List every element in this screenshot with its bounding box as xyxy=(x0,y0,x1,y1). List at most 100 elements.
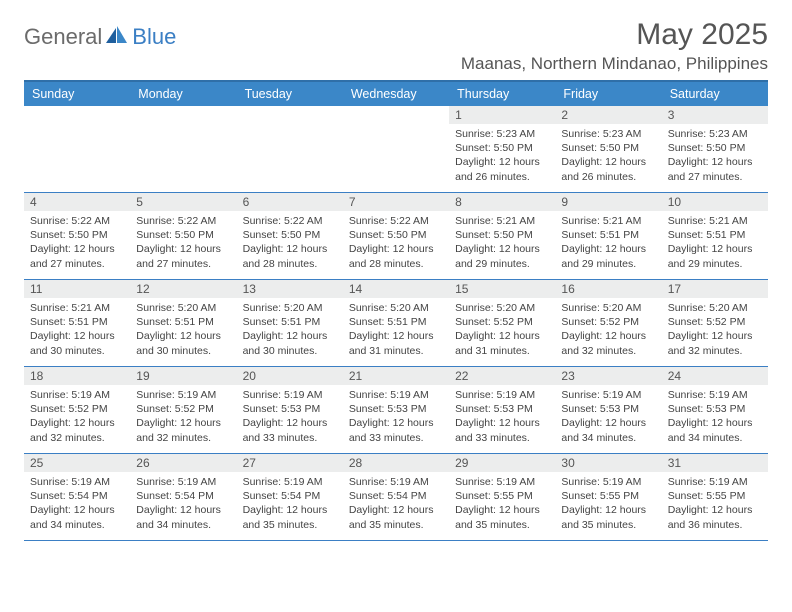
day-cell: 19Sunrise: 5:19 AMSunset: 5:52 PMDayligh… xyxy=(130,367,236,453)
sunset-text: Sunset: 5:55 PM xyxy=(668,489,762,503)
day-cell: 20Sunrise: 5:19 AMSunset: 5:53 PMDayligh… xyxy=(237,367,343,453)
sunset-text: Sunset: 5:52 PM xyxy=(136,402,230,416)
day-number: 7 xyxy=(343,193,449,211)
day-number: 8 xyxy=(449,193,555,211)
day-detail: Sunrise: 5:21 AMSunset: 5:51 PMDaylight:… xyxy=(662,211,768,275)
day-number: 10 xyxy=(662,193,768,211)
dayname-cell: Monday xyxy=(130,82,236,106)
sunset-text: Sunset: 5:50 PM xyxy=(30,228,124,242)
daylight-text: Daylight: 12 hours and 35 minutes. xyxy=(349,503,443,531)
day-cell: 5Sunrise: 5:22 AMSunset: 5:50 PMDaylight… xyxy=(130,193,236,279)
sunrise-text: Sunrise: 5:23 AM xyxy=(455,127,549,141)
day-number: 24 xyxy=(662,367,768,385)
day-detail: Sunrise: 5:20 AMSunset: 5:52 PMDaylight:… xyxy=(555,298,661,362)
daylight-text: Daylight: 12 hours and 32 minutes. xyxy=(561,329,655,357)
daylight-text: Daylight: 12 hours and 28 minutes. xyxy=(243,242,337,270)
day-detail: Sunrise: 5:19 AMSunset: 5:53 PMDaylight:… xyxy=(555,385,661,449)
sunrise-text: Sunrise: 5:19 AM xyxy=(561,475,655,489)
day-number: 27 xyxy=(237,454,343,472)
day-detail: Sunrise: 5:23 AMSunset: 5:50 PMDaylight:… xyxy=(662,124,768,188)
day-cell: 8Sunrise: 5:21 AMSunset: 5:50 PMDaylight… xyxy=(449,193,555,279)
day-cell: 11 Sunrise: 5:21 AMSunset: 5:51 PMDayligh… xyxy=(24,280,130,366)
day-cell: 25Sunrise: 5:19 AMSunset: 5:54 PMDayligh… xyxy=(24,454,130,540)
sunrise-text: Sunrise: 5:19 AM xyxy=(243,475,337,489)
daylight-text: Daylight: 12 hours and 30 minutes. xyxy=(136,329,230,357)
day-detail: Sunrise: 5:19 AMSunset: 5:54 PMDaylight:… xyxy=(24,472,130,536)
daylight-text: Daylight: 12 hours and 35 minutes. xyxy=(561,503,655,531)
day-number: 23 xyxy=(555,367,661,385)
day-detail: Sunrise: 5:23 AMSunset: 5:50 PMDaylight:… xyxy=(555,124,661,188)
day-detail: Sunrise: 5:21 AMSunset: 5:50 PMDaylight:… xyxy=(449,211,555,275)
day-cell: 15Sunrise: 5:20 AMSunset: 5:52 PMDayligh… xyxy=(449,280,555,366)
sunrise-text: Sunrise: 5:19 AM xyxy=(30,388,124,402)
daylight-text: Daylight: 12 hours and 27 minutes. xyxy=(668,155,762,183)
day-detail: Sunrise: 5:19 AMSunset: 5:53 PMDaylight:… xyxy=(343,385,449,449)
daylight-text: Daylight: 12 hours and 31 minutes. xyxy=(455,329,549,357)
title-block: May 2025 Maanas, Northern Mindanao, Phil… xyxy=(461,18,768,74)
day-cell: . xyxy=(237,106,343,192)
day-detail: Sunrise: 5:22 AMSunset: 5:50 PMDaylight:… xyxy=(343,211,449,275)
day-number: 21 xyxy=(343,367,449,385)
sunset-text: Sunset: 5:53 PM xyxy=(561,402,655,416)
day-cell: 4Sunrise: 5:22 AMSunset: 5:50 PMDaylight… xyxy=(24,193,130,279)
day-cell: 6Sunrise: 5:22 AMSunset: 5:50 PMDaylight… xyxy=(237,193,343,279)
sunrise-text: Sunrise: 5:23 AM xyxy=(668,127,762,141)
daylight-text: Daylight: 12 hours and 32 minutes. xyxy=(30,416,124,444)
dayname-row: SundayMondayTuesdayWednesdayThursdayFrid… xyxy=(24,82,768,106)
day-cell: 30Sunrise: 5:19 AMSunset: 5:55 PMDayligh… xyxy=(555,454,661,540)
sunrise-text: Sunrise: 5:20 AM xyxy=(136,301,230,315)
daylight-text: Daylight: 12 hours and 31 minutes. xyxy=(349,329,443,357)
sunset-text: Sunset: 5:50 PM xyxy=(349,228,443,242)
sunrise-text: Sunrise: 5:21 AM xyxy=(561,214,655,228)
day-number: 22 xyxy=(449,367,555,385)
sunrise-text: Sunrise: 5:20 AM xyxy=(561,301,655,315)
sunrise-text: Sunrise: 5:20 AM xyxy=(668,301,762,315)
day-cell: 26Sunrise: 5:19 AMSunset: 5:54 PMDayligh… xyxy=(130,454,236,540)
month-title: May 2025 xyxy=(461,18,768,52)
daylight-text: Daylight: 12 hours and 30 minutes. xyxy=(30,329,124,357)
daylight-text: Daylight: 12 hours and 33 minutes. xyxy=(243,416,337,444)
daylight-text: Daylight: 12 hours and 32 minutes. xyxy=(136,416,230,444)
week-row: 18Sunrise: 5:19 AMSunset: 5:52 PMDayligh… xyxy=(24,367,768,454)
day-cell: . xyxy=(24,106,130,192)
daylight-text: Daylight: 12 hours and 26 minutes. xyxy=(455,155,549,183)
sunrise-text: Sunrise: 5:20 AM xyxy=(243,301,337,315)
week-row: 11Sunrise: 5:21 AMSunset: 5:51 PMDayligh… xyxy=(24,280,768,367)
day-number: 2 xyxy=(555,106,661,124)
daylight-text: Daylight: 12 hours and 35 minutes. xyxy=(455,503,549,531)
daylight-text: Daylight: 12 hours and 36 minutes. xyxy=(668,503,762,531)
day-cell: 1Sunrise: 5:23 AMSunset: 5:50 PMDaylight… xyxy=(449,106,555,192)
brand-logo: General Blue xyxy=(24,18,176,50)
day-detail: Sunrise: 5:19 AMSunset: 5:52 PMDaylight:… xyxy=(24,385,130,449)
day-detail: Sunrise: 5:19 AMSunset: 5:53 PMDaylight:… xyxy=(662,385,768,449)
sunset-text: Sunset: 5:50 PM xyxy=(136,228,230,242)
daylight-text: Daylight: 12 hours and 35 minutes. xyxy=(243,503,337,531)
sunrise-text: Sunrise: 5:19 AM xyxy=(30,475,124,489)
day-detail: Sunrise: 5:21 AMSunset: 5:51 PMDaylight:… xyxy=(555,211,661,275)
day-number: 4 xyxy=(24,193,130,211)
day-detail: Sunrise: 5:20 AMSunset: 5:52 PMDaylight:… xyxy=(449,298,555,362)
day-number: 17 xyxy=(662,280,768,298)
sunset-text: Sunset: 5:54 PM xyxy=(349,489,443,503)
day-number: 11 xyxy=(24,280,130,298)
day-cell: 14Sunrise: 5:20 AMSunset: 5:51 PMDayligh… xyxy=(343,280,449,366)
day-number: 16 xyxy=(555,280,661,298)
sunset-text: Sunset: 5:51 PM xyxy=(30,315,124,329)
sunset-text: Sunset: 5:50 PM xyxy=(455,141,549,155)
sunset-text: Sunset: 5:52 PM xyxy=(561,315,655,329)
day-cell: 17Sunrise: 5:20 AMSunset: 5:52 PMDayligh… xyxy=(662,280,768,366)
day-cell: 9Sunrise: 5:21 AMSunset: 5:51 PMDaylight… xyxy=(555,193,661,279)
sunset-text: Sunset: 5:51 PM xyxy=(561,228,655,242)
day-cell: 3Sunrise: 5:23 AMSunset: 5:50 PMDaylight… xyxy=(662,106,768,192)
day-cell: 2Sunrise: 5:23 AMSunset: 5:50 PMDaylight… xyxy=(555,106,661,192)
daylight-text: Daylight: 12 hours and 32 minutes. xyxy=(668,329,762,357)
day-number: 9 xyxy=(555,193,661,211)
sunrise-text: Sunrise: 5:21 AM xyxy=(30,301,124,315)
day-cell: 28Sunrise: 5:19 AMSunset: 5:54 PMDayligh… xyxy=(343,454,449,540)
day-detail: Sunrise: 5:19 AMSunset: 5:53 PMDaylight:… xyxy=(449,385,555,449)
daylight-text: Daylight: 12 hours and 34 minutes. xyxy=(136,503,230,531)
daylight-text: Daylight: 12 hours and 29 minutes. xyxy=(455,242,549,270)
daylight-text: Daylight: 12 hours and 34 minutes. xyxy=(30,503,124,531)
daylight-text: Daylight: 12 hours and 27 minutes. xyxy=(30,242,124,270)
sunset-text: Sunset: 5:50 PM xyxy=(243,228,337,242)
